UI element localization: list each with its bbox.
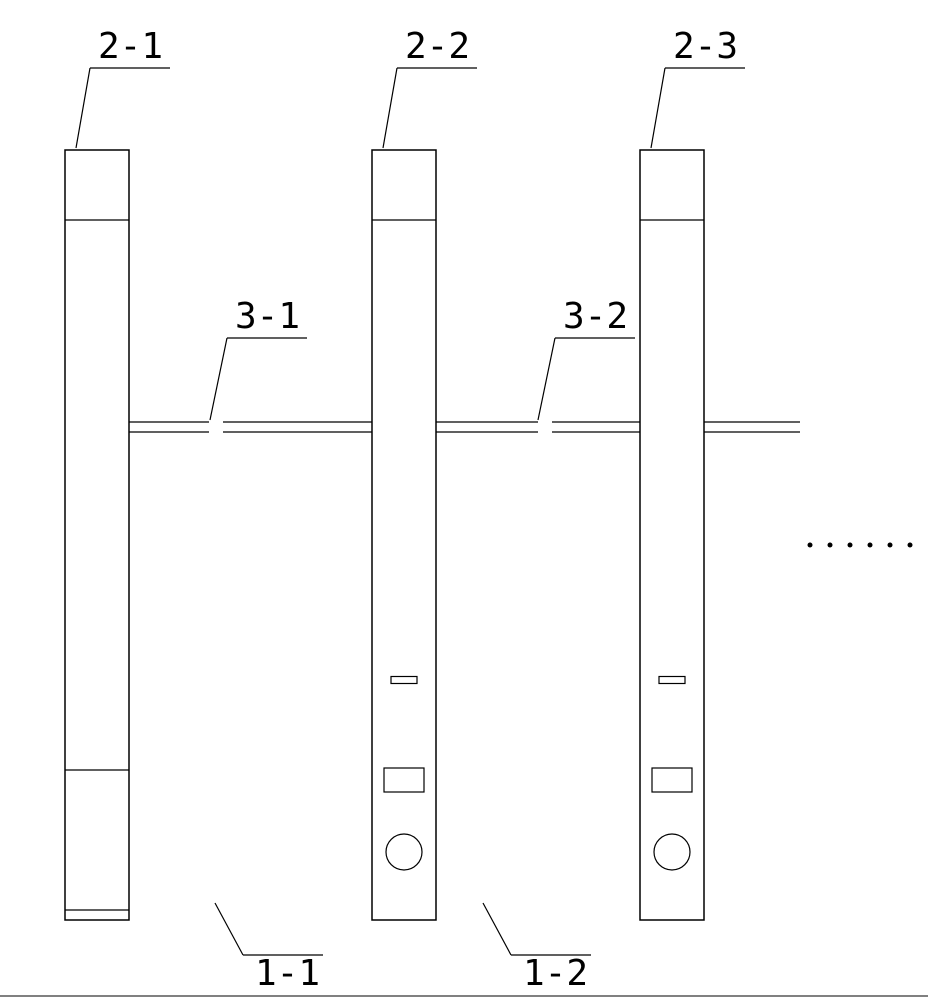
blade-1 [129,422,372,432]
column-3-label-leader [651,68,665,148]
column-3-screen-icon [652,768,692,792]
channel-2-label-text: 1-2 [523,953,588,994]
channel-1-label-text: 1-1 [255,953,320,994]
ellipsis-dot-0 [808,543,813,548]
ellipsis-dot-2 [848,543,853,548]
column-2-screen-icon [384,768,424,792]
blade-2-label-leader [538,338,555,420]
column-2-slot-icon [391,677,417,684]
column-3-slot-icon [659,677,685,684]
column-3-button-icon [654,834,690,870]
channel-2-label-leader [483,903,511,955]
column-1 [65,150,129,920]
column-2-button-icon [386,834,422,870]
blade-1-label-leader [210,338,227,420]
column-3-label-text: 2-3 [673,26,738,67]
column-2-body [372,150,436,920]
channel-1-label-leader [215,903,243,955]
blade-2-label-text: 3-2 [563,296,628,337]
column-1-label-text: 2-1 [98,26,163,67]
blade-1-label-text: 3-1 [235,296,300,337]
column-2-label-leader [383,68,397,148]
column-2 [372,150,436,920]
column-3 [640,150,704,920]
ellipsis-dot-4 [888,543,893,548]
ellipsis-dot-3 [868,543,873,548]
blade-2 [436,422,640,432]
column-1-label-leader [76,68,90,148]
ellipsis-dot-1 [828,543,833,548]
column-2-label-text: 2-2 [405,26,470,67]
column-1-body [65,150,129,920]
column-3-body [640,150,704,920]
ellipsis-dot-5 [908,543,913,548]
